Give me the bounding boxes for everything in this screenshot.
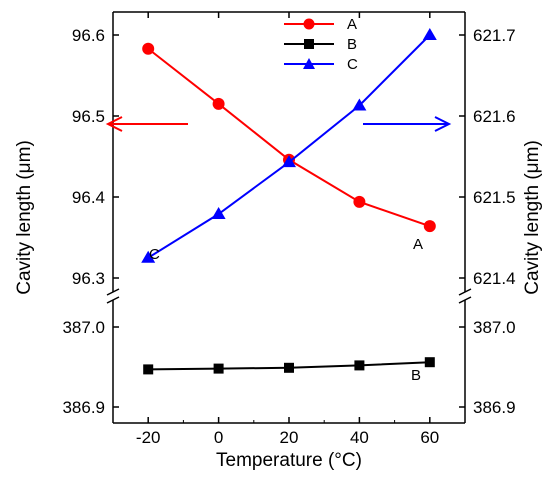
series-line-c — [147, 34, 431, 259]
x-tick-label: -20 — [136, 428, 161, 447]
y-right-tick-label: 621.4 — [473, 269, 516, 288]
y-right-tick-label: 621.6 — [473, 107, 516, 126]
series-line-a — [147, 47, 431, 228]
data-point-b — [213, 363, 224, 374]
data-point-b — [284, 362, 294, 373]
left-axis-arrowhead — [105, 116, 123, 132]
x-tick-label: 60 — [420, 428, 439, 447]
y-axis-left-title: Cavity length (μm) — [14, 140, 35, 295]
y-left-tick-label: 96.4 — [72, 188, 105, 207]
data-point-c — [282, 155, 296, 168]
annotation-a: A — [413, 236, 423, 253]
data-point-b — [143, 364, 154, 375]
y-right-lower-tick-label: 386.9 — [473, 398, 516, 417]
y-right-tick-label: 621.5 — [473, 188, 516, 207]
axis-break-right-2 — [458, 296, 472, 304]
right-axis-arrowhead — [434, 116, 452, 132]
y-left-tick-label: 96.5 — [72, 107, 105, 126]
legend-label-a: A — [347, 16, 357, 33]
y-right-tick-label: 621.7 — [473, 26, 516, 45]
x-tick-label: 20 — [280, 428, 299, 447]
legend-label-b: B — [347, 36, 357, 53]
axis-ticks: -20 0 20 40 60 96.6 96.5 96.4 96.3 621.7 621.6 621.… — [62, 12, 516, 447]
axis-break-left-1 — [106, 288, 120, 296]
data-point-c — [141, 250, 156, 263]
legend-marker-a — [303, 18, 315, 30]
legend-label-c: C — [347, 56, 358, 73]
axis-break-left-2 — [106, 296, 120, 304]
annotation-b: B — [411, 367, 421, 384]
y-left-tick-label: 96.3 — [72, 269, 105, 288]
annotation-c: C — [149, 246, 160, 263]
x-axis-title: Temperature (°C) — [216, 450, 362, 471]
x-tick-label: 40 — [350, 428, 369, 447]
y-left-tick-label: 96.6 — [72, 26, 105, 45]
y-left-lower-tick-label: 387.0 — [62, 318, 105, 337]
legend-marker-c — [303, 58, 315, 69]
data-point-a — [423, 220, 436, 233]
y-left-lower-tick-label: 386.9 — [62, 398, 105, 417]
x-tick-label: 0 — [214, 428, 223, 447]
axis-arrows — [105, 116, 452, 132]
y-right-lower-tick-label: 387.0 — [473, 318, 516, 337]
data-series — [141, 28, 437, 375]
y-axis-right-title: Cavity length (μm) — [522, 140, 543, 295]
data-point-c — [422, 28, 437, 40]
data-point-b — [424, 357, 435, 368]
axis-break-right-1 — [458, 288, 472, 296]
data-point-c — [352, 98, 367, 111]
plot-frame — [106, 11, 472, 424]
data-point-a — [142, 42, 155, 55]
data-point-b — [354, 360, 365, 371]
data-point-a — [353, 195, 366, 208]
legend: ABC — [284, 16, 358, 73]
data-point-c — [211, 207, 226, 220]
data-point-a — [212, 97, 225, 110]
legend-marker-b — [304, 39, 314, 49]
